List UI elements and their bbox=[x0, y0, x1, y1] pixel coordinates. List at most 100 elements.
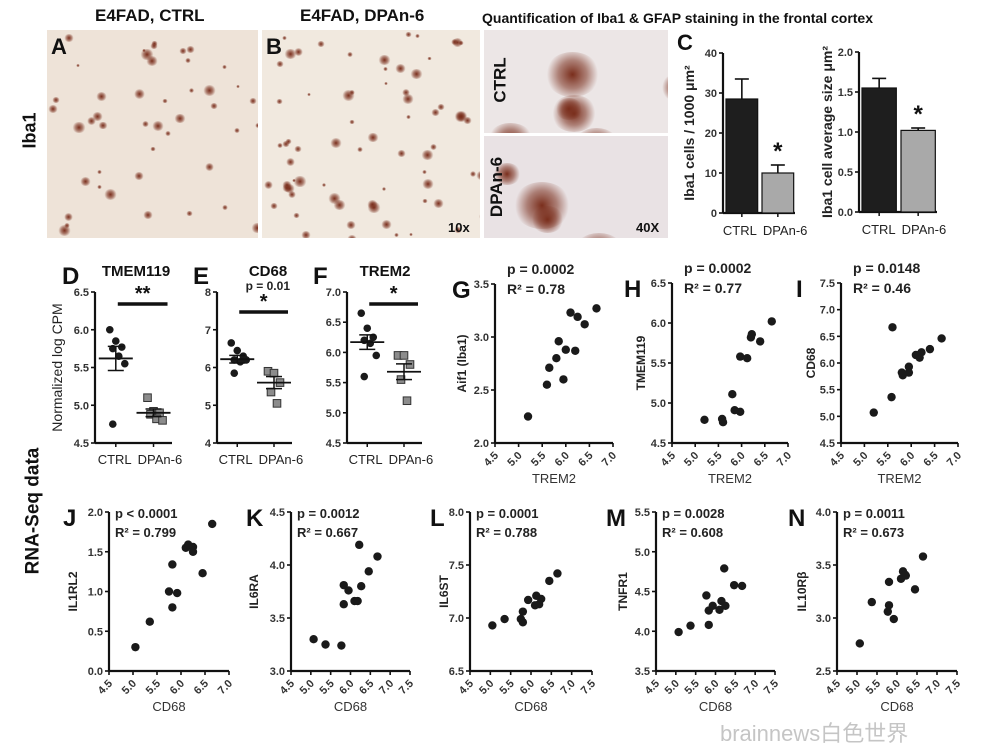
stained-cell bbox=[341, 90, 356, 101]
x-category-label: DPAn-6 bbox=[138, 452, 183, 467]
p-value-label: p = 0.0002 bbox=[507, 261, 575, 277]
x-tick-label: 4.5 bbox=[96, 678, 115, 697]
stained-cell bbox=[292, 213, 300, 219]
data-point bbox=[702, 591, 711, 600]
x-tick-label: 5.5 bbox=[864, 678, 883, 697]
x-category-label: DPAn-6 bbox=[763, 223, 808, 238]
y-tick-label: 5.5 bbox=[651, 358, 666, 370]
stained-cell bbox=[401, 94, 414, 104]
x-axis-label: CD68 bbox=[334, 699, 367, 714]
stained-cell bbox=[469, 171, 477, 177]
y-tick-label: 1.5 bbox=[838, 87, 853, 99]
x-tick-label: 4.5 bbox=[659, 450, 678, 469]
stained-cell bbox=[393, 232, 399, 237]
p-value-label: p = 0.0002 bbox=[684, 260, 752, 276]
stained-cell bbox=[98, 122, 108, 130]
x-category-label: CTRL bbox=[219, 452, 253, 467]
data-point bbox=[198, 569, 207, 578]
stained-cell bbox=[202, 85, 217, 97]
x-tick-label: 7.0 bbox=[558, 678, 577, 697]
x-tick-label: 6.5 bbox=[192, 678, 211, 697]
data-point bbox=[518, 607, 528, 616]
x-tick-label: 5.5 bbox=[529, 450, 548, 469]
x-tick-label: 6.5 bbox=[722, 678, 741, 697]
data-point bbox=[208, 519, 217, 529]
y-tick-label: 4.5 bbox=[326, 438, 341, 450]
chart-E bbox=[213, 291, 292, 447]
x-tick-label: 7.0 bbox=[775, 450, 794, 469]
data-point bbox=[937, 334, 946, 343]
chart-L bbox=[466, 511, 593, 675]
stained-cell bbox=[475, 170, 480, 180]
stained-cell bbox=[357, 147, 364, 153]
stained-cell bbox=[222, 65, 227, 69]
stained-cell bbox=[210, 103, 218, 110]
stained-cell bbox=[328, 193, 341, 204]
data-point bbox=[373, 552, 382, 561]
data-point bbox=[523, 595, 533, 605]
stained-cell bbox=[381, 187, 387, 191]
stained-cell bbox=[396, 149, 406, 158]
stained-cell bbox=[64, 34, 74, 42]
significance-marker: * bbox=[260, 291, 268, 313]
chart-K bbox=[287, 511, 411, 675]
stained-cell bbox=[48, 104, 59, 113]
stained-cell bbox=[333, 200, 346, 211]
x-category-label: CTRL bbox=[862, 222, 896, 237]
data-point bbox=[704, 620, 713, 630]
y-tick-label: 6.5 bbox=[651, 278, 666, 290]
x-category-label: DPAn-6 bbox=[389, 452, 434, 467]
stained-cell bbox=[63, 222, 71, 228]
stained-cell bbox=[140, 48, 154, 60]
y-tick-label: 5.5 bbox=[74, 363, 89, 375]
data-point bbox=[904, 368, 914, 377]
x-tick-label: 5.0 bbox=[120, 678, 139, 697]
data-point bbox=[917, 348, 926, 357]
chart-F bbox=[343, 291, 422, 447]
stained-cell bbox=[188, 88, 195, 93]
stained-cell bbox=[282, 140, 291, 147]
x-tick-label: 4.5 bbox=[278, 678, 297, 697]
stained-cell bbox=[292, 178, 297, 182]
stained-cell bbox=[306, 92, 312, 97]
x-axis-label: CD68 bbox=[152, 699, 185, 714]
stained-cell bbox=[293, 48, 303, 56]
stained-cell bbox=[276, 143, 283, 149]
stained-cell bbox=[300, 230, 312, 238]
y-tick-label: 3.0 bbox=[270, 666, 285, 678]
y-tick-label: 5.5 bbox=[820, 385, 835, 397]
y-tick-label: 6.0 bbox=[326, 347, 341, 359]
data-point bbox=[545, 363, 554, 372]
stained-cell bbox=[383, 67, 388, 71]
data-point bbox=[227, 339, 236, 347]
data-point bbox=[904, 362, 914, 371]
x-tick-label: 4.5 bbox=[643, 678, 662, 697]
data-point bbox=[108, 420, 117, 428]
data-point bbox=[344, 586, 353, 595]
data-point bbox=[233, 346, 242, 355]
x-tick-label: 5.5 bbox=[497, 678, 516, 697]
stained-cell bbox=[72, 122, 87, 134]
y-tick-label: 2.5 bbox=[474, 385, 489, 397]
data-point bbox=[143, 393, 152, 402]
r-squared-label: R² = 0.799 bbox=[115, 525, 176, 540]
data-point bbox=[910, 585, 920, 594]
stained-cell bbox=[104, 189, 117, 200]
x-tick-label: 6.5 bbox=[904, 678, 923, 697]
panel-label: J bbox=[63, 505, 76, 532]
x-tick-label: 5.0 bbox=[663, 678, 682, 697]
x-category-label: CTRL bbox=[349, 452, 383, 467]
data-point bbox=[488, 621, 497, 630]
data-point bbox=[105, 325, 114, 334]
x-tick-label: 4.5 bbox=[828, 450, 847, 469]
stained-cell bbox=[143, 211, 154, 220]
micrograph-b-dpan6-10x bbox=[262, 30, 480, 238]
stained-cell bbox=[346, 235, 357, 238]
p-value-label: p = 0.0028 bbox=[662, 506, 725, 521]
data-point bbox=[855, 639, 864, 648]
stained-cell bbox=[394, 64, 406, 73]
y-tick-label: 20 bbox=[705, 128, 717, 140]
stained-cell bbox=[346, 220, 357, 229]
data-point bbox=[566, 308, 575, 317]
